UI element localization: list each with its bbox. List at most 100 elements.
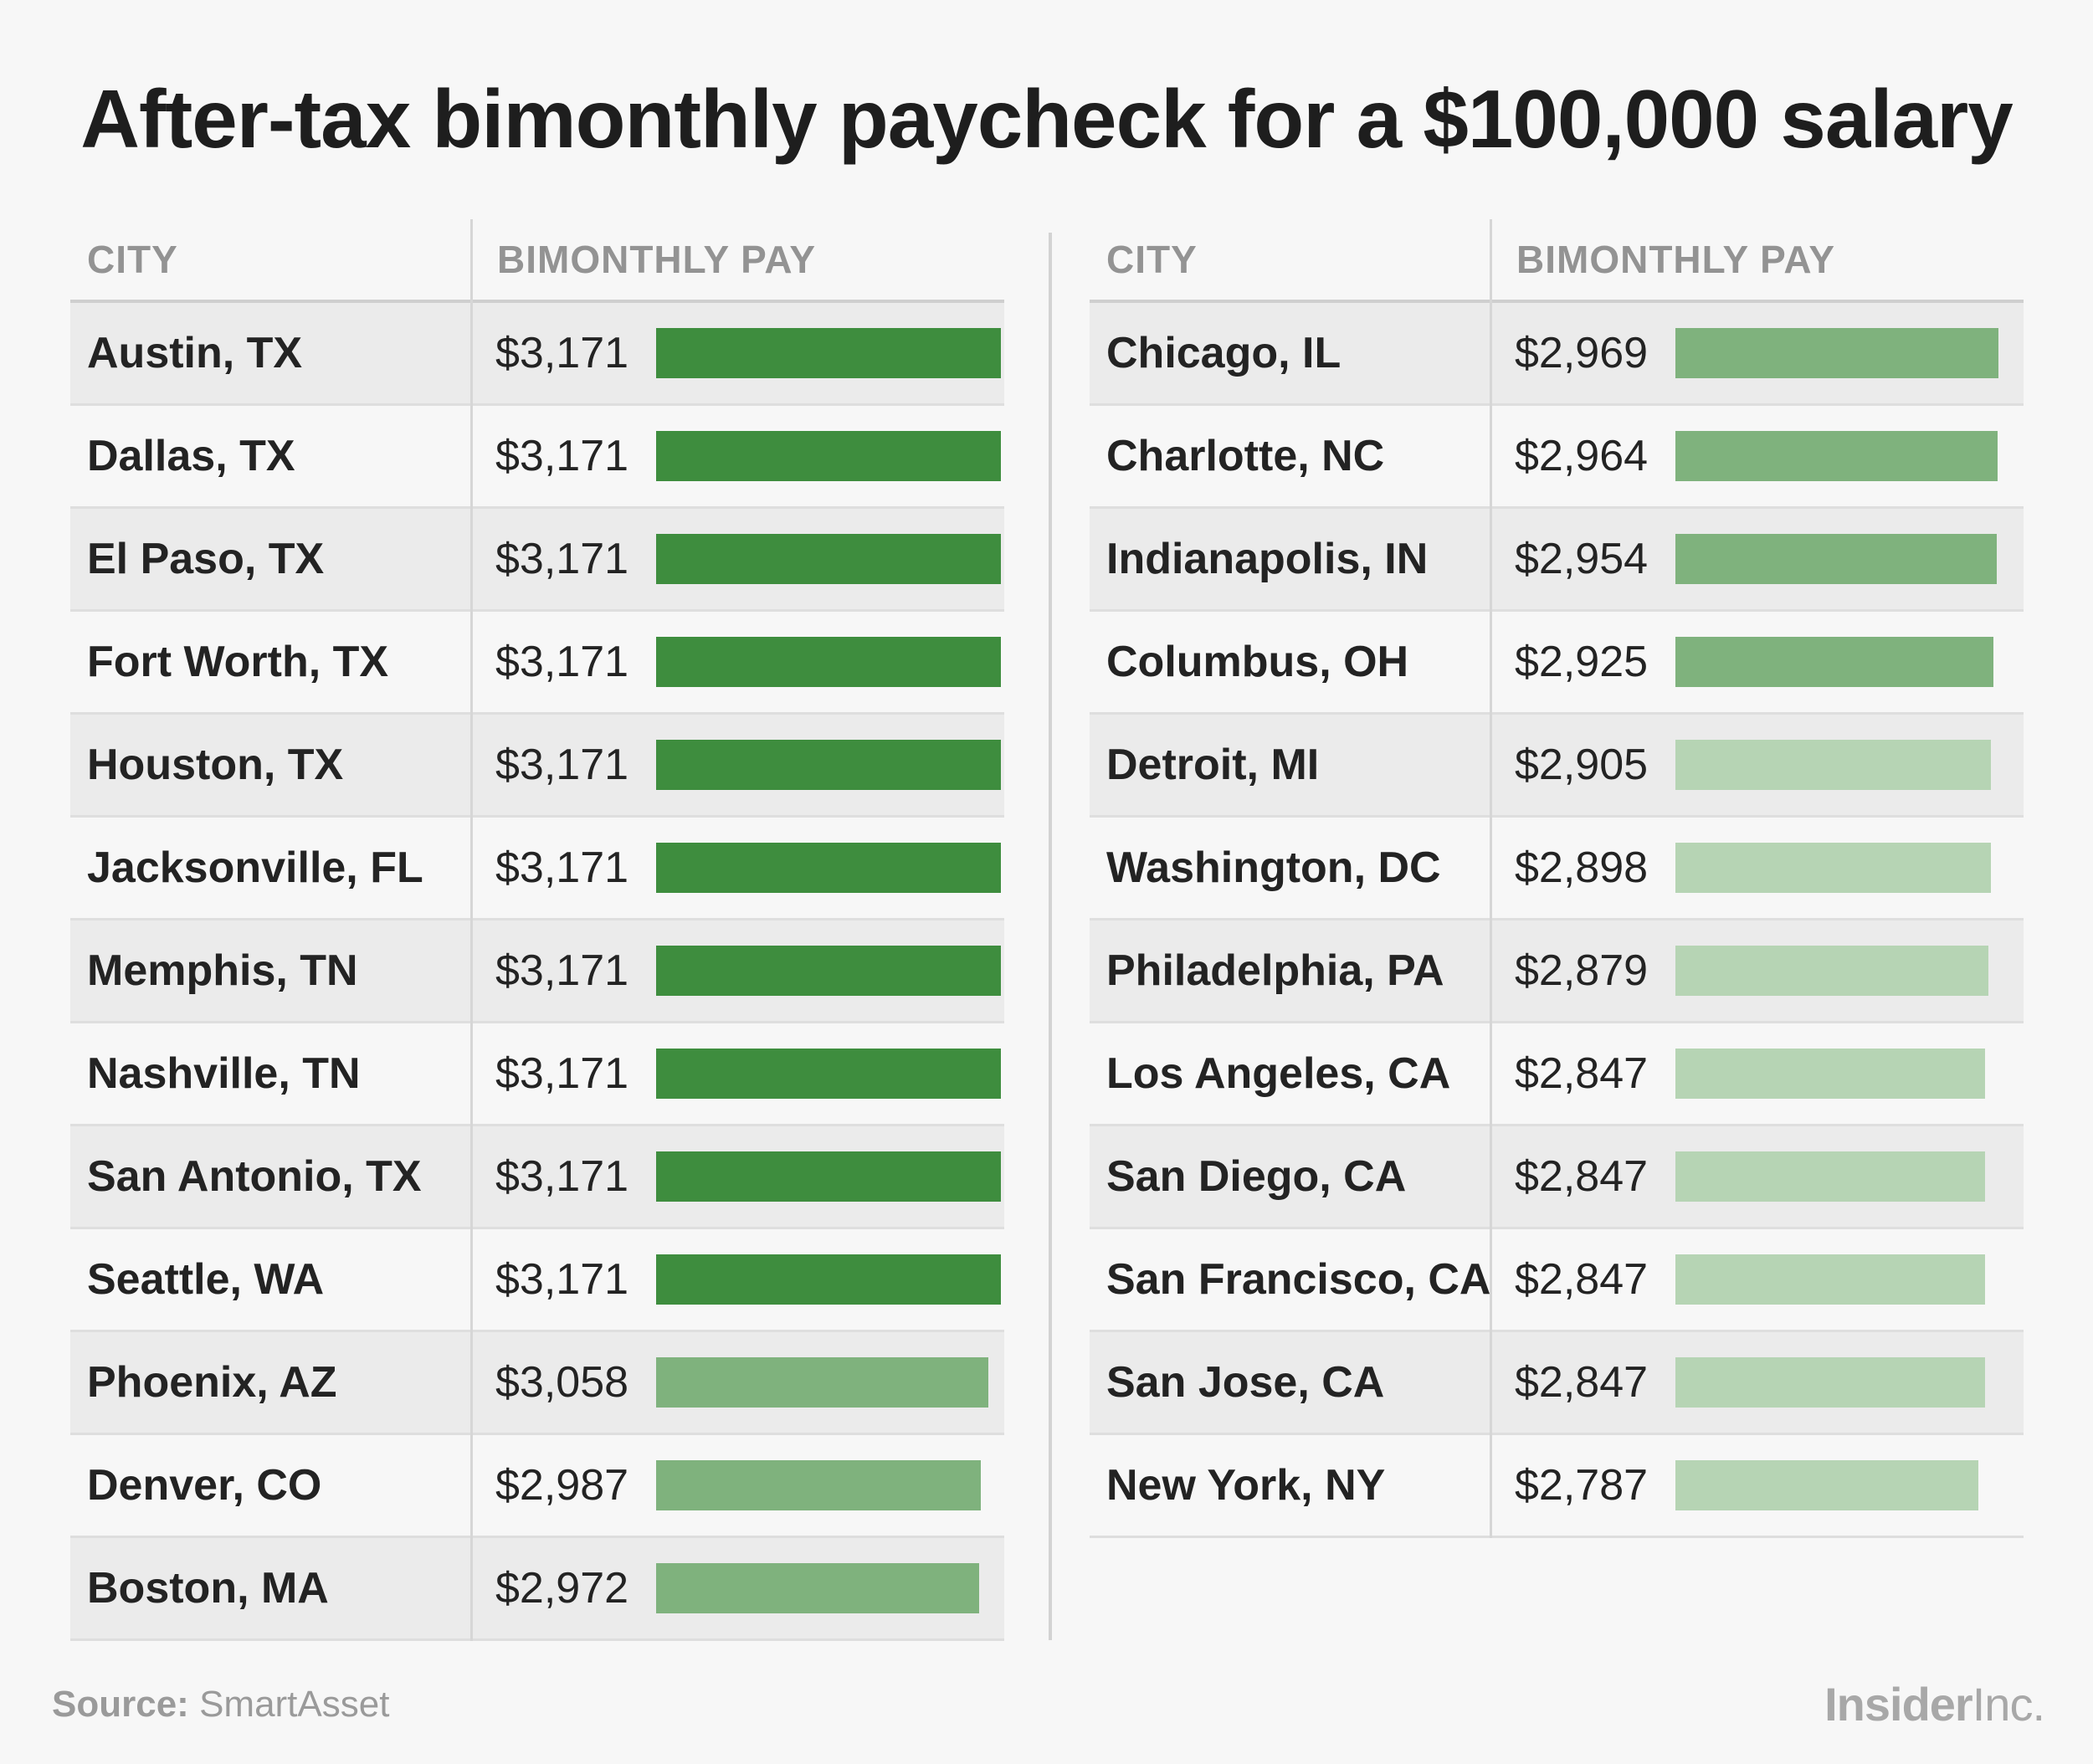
column-divider: [470, 1023, 473, 1126]
table-row: Boston, MA $2,972: [70, 1538, 1004, 1641]
column-divider: [470, 1229, 473, 1332]
pay-value: $3,171: [495, 535, 629, 583]
pay-bar: [656, 431, 1001, 481]
city-label: Indianapolis, IN: [1106, 535, 1429, 583]
city-label: Houston, TX: [87, 741, 344, 789]
pay-value: $2,847: [1515, 1358, 1649, 1407]
pay-column-header: BIMONTHLY PAY: [1516, 238, 1836, 281]
table-row: Memphis, TN $3,171: [70, 920, 1004, 1023]
pay-bar: [1675, 534, 1997, 584]
city-label: Boston, MA: [87, 1564, 329, 1613]
table-row: Fort Worth, TX $3,171: [70, 612, 1004, 715]
logo-insider: Insider: [1824, 1678, 1973, 1731]
pay-column-header: BIMONTHLY PAY: [497, 238, 817, 281]
pay-bar: [656, 1151, 1001, 1202]
column-divider: [1490, 509, 1492, 612]
table-row: Columbus, OH $2,925: [1090, 612, 2024, 715]
city-label: San Diego, CA: [1106, 1152, 1407, 1201]
city-label: Austin, TX: [87, 329, 303, 377]
city-label: Philadelphia, PA: [1106, 946, 1444, 995]
pay-bar: [1675, 1254, 1985, 1305]
pay-bar: [656, 1460, 982, 1510]
pay-value: $3,171: [495, 946, 629, 995]
right-rows: Chicago, IL $2,969 Charlotte, NC $2,964 Indi…: [1090, 303, 2024, 1538]
city-label: San Antonio, TX: [87, 1152, 422, 1201]
pay-value: $3,171: [495, 432, 629, 480]
pay-bar: [1675, 637, 1994, 687]
city-label: Chicago, IL: [1106, 329, 1341, 377]
column-divider: [1490, 1126, 1492, 1229]
city-label: New York, NY: [1106, 1461, 1386, 1510]
pay-value: $2,987: [495, 1461, 629, 1510]
column-divider: [470, 1435, 473, 1538]
pay-value: $3,171: [495, 638, 629, 686]
table-row: Nashville, TN $3,171: [70, 1023, 1004, 1126]
city-label: Columbus, OH: [1106, 638, 1409, 686]
table-row: Seattle, WA $3,171: [70, 1229, 1004, 1332]
column-divider: [1490, 406, 1492, 509]
pay-value: $2,925: [1515, 638, 1649, 686]
pay-bar: [656, 1049, 1001, 1099]
column-divider: [470, 1538, 473, 1641]
pay-value: $3,171: [495, 1049, 629, 1098]
pay-value: $3,171: [495, 1152, 629, 1201]
pay-bar: [1675, 1151, 1985, 1202]
pay-bar: [1675, 1460, 1979, 1510]
city-label: Phoenix, AZ: [87, 1358, 337, 1407]
pay-bar: [656, 843, 1001, 893]
pay-bar: [1675, 1357, 1985, 1408]
pay-bar: [656, 1357, 989, 1408]
pay-value: $2,847: [1515, 1152, 1649, 1201]
table-row: Phoenix, AZ $3,058: [70, 1332, 1004, 1435]
column-divider: [1490, 303, 1492, 406]
column-divider: [470, 920, 473, 1023]
table-row: San Jose, CA $2,847: [1090, 1332, 2024, 1435]
city-label: Los Angeles, CA: [1106, 1049, 1451, 1098]
pay-bar: [1675, 431, 1998, 481]
pay-value: $2,972: [495, 1564, 629, 1613]
column-divider: [1490, 1435, 1492, 1538]
column-divider: [1490, 818, 1492, 920]
table-row: Houston, TX $3,171: [70, 715, 1004, 818]
table-header: CITY BIMONTHLY PAY: [1090, 219, 2024, 303]
column-divider: [1490, 1332, 1492, 1435]
pay-value: $2,969: [1515, 329, 1649, 377]
city-label: Denver, CO: [87, 1461, 322, 1510]
pay-value: $2,847: [1515, 1049, 1649, 1098]
column-divider: [470, 406, 473, 509]
pay-bar: [656, 946, 1001, 996]
table-row: Denver, CO $2,987: [70, 1435, 1004, 1538]
pay-bar: [656, 1563, 980, 1613]
chart-title: After-tax bimonthly paycheck for a $100,…: [80, 73, 2013, 165]
logo-inc: Inc.: [1972, 1678, 2045, 1731]
source-label: Source:: [52, 1684, 189, 1725]
city-label: Jacksonville, FL: [87, 844, 423, 892]
column-divider: [470, 1126, 473, 1229]
city-label: Memphis, TN: [87, 946, 358, 995]
table-row: San Diego, CA $2,847: [1090, 1126, 2024, 1229]
pay-value: $2,905: [1515, 741, 1649, 789]
city-label: Seattle, WA: [87, 1255, 325, 1304]
city-label: Fort Worth, TX: [87, 638, 389, 686]
table-row: Austin, TX $3,171: [70, 303, 1004, 406]
city-label: Washington, DC: [1106, 844, 1441, 892]
table-row: Philadelphia, PA $2,879: [1090, 920, 2024, 1023]
left-table: CITY BIMONTHLY PAY Austin, TX $3,171 Dalla…: [70, 219, 1004, 1641]
pay-value: $2,787: [1515, 1461, 1649, 1510]
pay-value: $2,898: [1515, 844, 1649, 892]
table-row: Los Angeles, CA $2,847: [1090, 1023, 2024, 1126]
pay-bar: [656, 637, 1001, 687]
left-rows: Austin, TX $3,171 Dallas, TX $3,171 El Paso,…: [70, 303, 1004, 1641]
city-label: Charlotte, NC: [1106, 432, 1385, 480]
pay-value: $2,879: [1515, 946, 1649, 995]
pay-bar: [1675, 946, 1989, 996]
insider-inc-logo: InsiderInc.: [1824, 1677, 2045, 1731]
column-divider: [1490, 1229, 1492, 1332]
city-label: San Francisco, CA: [1106, 1255, 1491, 1304]
table-row: Chicago, IL $2,969: [1090, 303, 2024, 406]
column-divider: [470, 715, 473, 818]
column-divider: [470, 1332, 473, 1435]
column-divider: [470, 612, 473, 715]
pay-value: $3,171: [495, 1255, 629, 1304]
city-label: Nashville, TN: [87, 1049, 361, 1098]
